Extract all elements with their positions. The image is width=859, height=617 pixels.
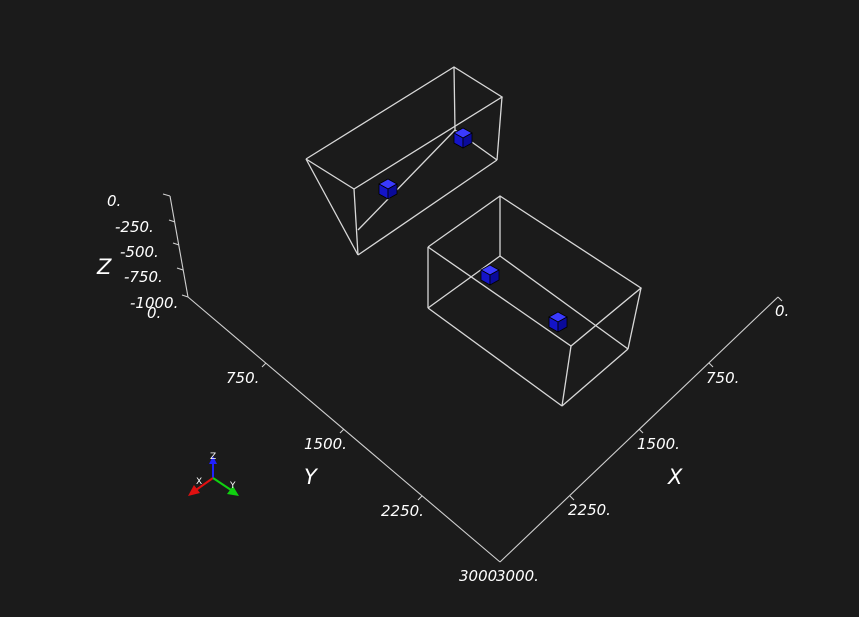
- y-tick-label: 750.: [226, 369, 259, 387]
- triad-y-label: Y: [229, 481, 236, 491]
- cube-marker[interactable]: [378, 178, 398, 200]
- cube-marker[interactable]: [548, 311, 568, 333]
- cube-marker[interactable]: [453, 127, 473, 149]
- x-tick-label: 0.: [775, 302, 789, 320]
- y-axis: 0. 750. 1500. 2250. 3000 Y: [147, 296, 501, 585]
- y-tick-label: 1500.: [304, 435, 347, 453]
- z-tick-label: -250.: [115, 218, 154, 236]
- x-tick-label: 1500.: [637, 435, 680, 453]
- x-tick-label: 750.: [706, 369, 739, 387]
- y-tick-label: 2250.: [381, 502, 424, 520]
- orientation-triad: Z X Y: [188, 452, 239, 496]
- y-tick-label: 0.: [147, 304, 161, 322]
- triad-z-label: Z: [210, 452, 216, 462]
- x-tick-label: 2250.: [568, 501, 611, 519]
- y-axis-title: Y: [304, 465, 319, 489]
- z-tick-label: -500.: [120, 243, 159, 261]
- bounding-box-lower: [427, 195, 643, 407]
- z-tick-label: -750.: [124, 268, 163, 286]
- y-tick-label: 3000: [459, 567, 497, 585]
- z-axis: 0. -250. -500. -750. -1000. Z: [96, 192, 189, 312]
- z-tick-label: -1000.: [130, 294, 178, 312]
- cube-marker[interactable]: [480, 264, 500, 286]
- triad-x-label: X: [196, 477, 202, 487]
- bounding-box-upper: [305, 66, 504, 256]
- z-axis-title: Z: [96, 255, 112, 279]
- x-axis-title: X: [667, 465, 683, 489]
- z-tick-label: 0.: [107, 192, 121, 210]
- x-axis: 0. 750. 1500. 2250. 3000. X: [496, 296, 789, 585]
- x-tick-label: 3000.: [496, 567, 539, 585]
